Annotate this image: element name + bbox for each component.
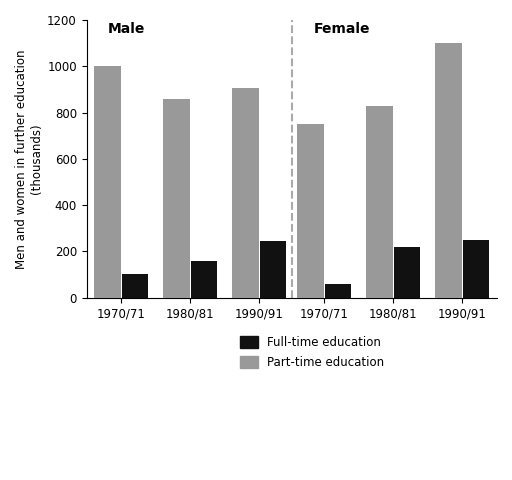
Bar: [463, 240, 489, 298]
Bar: [260, 241, 287, 298]
Text: Male: Male: [108, 22, 145, 36]
Legend: Full-time education, Part-time education: Full-time education, Part-time education: [234, 330, 390, 375]
Bar: [163, 99, 190, 298]
Text: Female: Female: [313, 22, 370, 36]
Bar: [232, 88, 259, 298]
Y-axis label: Men and women in further education
(thousands): Men and women in further education (thou…: [15, 49, 43, 269]
Bar: [394, 247, 420, 298]
Bar: [122, 275, 148, 298]
Bar: [325, 284, 351, 298]
Bar: [366, 106, 393, 298]
Bar: [191, 261, 218, 298]
Bar: [435, 43, 462, 298]
Bar: [297, 124, 324, 298]
Bar: [94, 66, 120, 298]
